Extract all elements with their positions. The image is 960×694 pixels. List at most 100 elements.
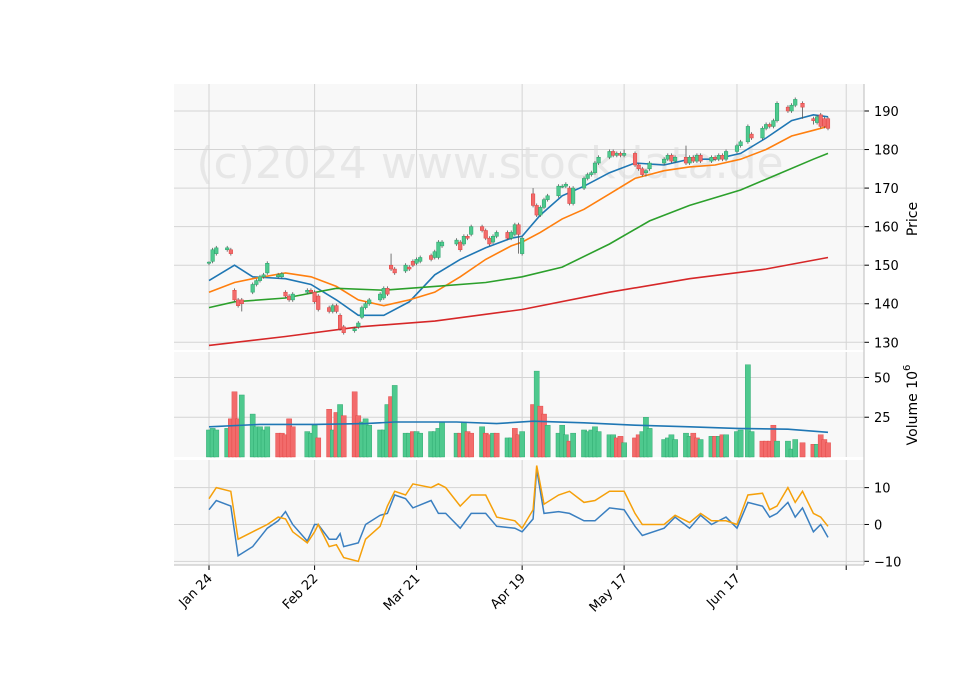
candle-body [738, 141, 743, 146]
candle-body [381, 288, 386, 299]
candle-body [632, 153, 638, 166]
x-tick-label: Mar 21 [381, 571, 424, 614]
volume-bar [544, 424, 551, 458]
candle-body [789, 104, 794, 112]
oscillator-y-tick-label: 0 [874, 518, 882, 533]
candle-body [432, 251, 437, 258]
candle-body [516, 224, 521, 235]
candle-body [290, 293, 295, 301]
price-y-tick-label: 170 [874, 182, 899, 197]
volume-bar [289, 426, 296, 458]
candle-body [308, 289, 314, 293]
candle-body [545, 195, 550, 200]
volume-bar [737, 429, 744, 458]
candle-body [505, 232, 510, 239]
candle-body [312, 291, 317, 303]
volume-axis-label-text: Volume [905, 393, 921, 445]
candle-body [490, 236, 496, 243]
volume-y-tick-label: 25 [874, 411, 891, 426]
candle-body [480, 226, 485, 231]
candle-body [392, 268, 397, 274]
volume-y-tick-label: 50 [874, 371, 891, 386]
candle-body [316, 295, 321, 310]
price-y-tick-label: 180 [874, 144, 899, 159]
candle-body [614, 153, 619, 156]
candle-body [764, 124, 769, 129]
volume-bar [519, 431, 525, 458]
candle-body [458, 241, 463, 251]
candle-body [611, 151, 616, 156]
candle-body [534, 205, 539, 216]
candle-body [822, 118, 827, 127]
volume-bar [646, 428, 653, 458]
candle-body [665, 155, 670, 160]
x-tick-label: May 17 [587, 571, 631, 615]
candle-body [250, 284, 255, 293]
volume-bar [439, 421, 445, 458]
candle-body [414, 259, 419, 264]
candle-body [541, 199, 547, 208]
candle-body [239, 299, 244, 304]
candle-body [673, 156, 678, 162]
price-y-tick-label: 150 [874, 259, 899, 274]
volume-axis-label: Volume 106 [902, 365, 921, 446]
volume-bar [366, 424, 373, 458]
candle-body [378, 293, 383, 301]
price-axis-label: Price [905, 202, 921, 236]
volume-bar [799, 442, 806, 458]
watermark-text: (c)2024 www.stockdata.de [196, 138, 783, 189]
candle-body [825, 118, 831, 129]
volume-bar [621, 442, 627, 458]
candle-body [622, 153, 627, 156]
candle-body [403, 264, 408, 272]
candle-body [811, 118, 816, 121]
candle-body [363, 303, 368, 308]
candle-body [283, 291, 288, 297]
candle-body [694, 155, 699, 162]
candle-body [410, 261, 415, 266]
candle-body [774, 103, 780, 121]
candle-body [305, 289, 310, 293]
candle-body [698, 155, 703, 162]
volume-bar [792, 439, 799, 458]
candle-body [407, 266, 412, 270]
chart-marks [206, 97, 831, 563]
volume-bar [340, 415, 347, 458]
volume-bar [774, 440, 780, 458]
candle-body [771, 120, 776, 127]
osc-blue-line [208, 469, 829, 558]
candle-body [815, 116, 820, 123]
candle-body [206, 261, 212, 264]
candle-body [254, 280, 259, 285]
candle-body [338, 315, 343, 330]
candle-body [210, 249, 215, 262]
candle-body [793, 99, 798, 106]
candle-body [662, 158, 667, 164]
x-tick-label: Apr 19 [488, 571, 529, 612]
price-y-tick-label: 190 [874, 105, 899, 120]
candle-body [359, 307, 364, 318]
candle-body [436, 241, 441, 258]
candle-body [228, 249, 233, 254]
volume-bar [697, 439, 704, 458]
candle-body [709, 156, 714, 162]
oscillator-panel-background [174, 460, 864, 565]
candle-body [538, 207, 543, 216]
candle-body [439, 241, 445, 247]
price-y-tick-label: 130 [874, 336, 899, 351]
x-tick-label: Jan 24 [176, 571, 216, 611]
candle-body [585, 174, 590, 179]
price-y-tick-label: 160 [874, 221, 899, 236]
candle-body [265, 263, 270, 274]
candle-body [465, 236, 470, 239]
candle-body [618, 153, 623, 156]
candle-body [643, 170, 648, 173]
candle-body [330, 305, 335, 312]
candle-body [592, 162, 598, 173]
candle-body [279, 273, 284, 278]
candle-body [800, 103, 805, 108]
volume-bar [213, 429, 220, 458]
candle-body [352, 328, 357, 331]
candle-body [487, 237, 492, 245]
